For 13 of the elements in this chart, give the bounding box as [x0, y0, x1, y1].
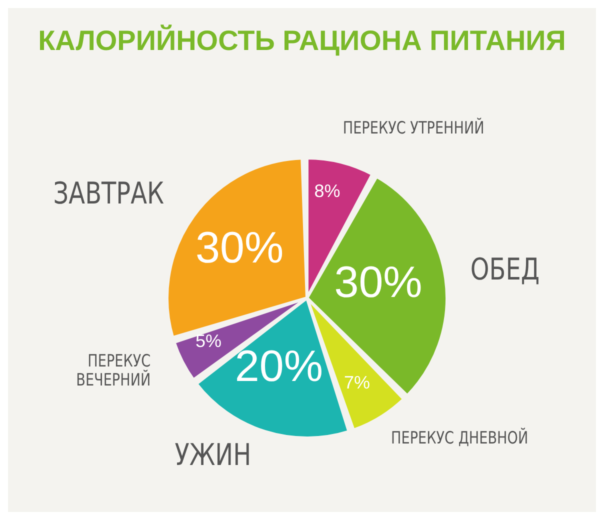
slice-label: УЖИН: [174, 438, 252, 472]
data-label: 30%: [334, 258, 422, 307]
chart-title: КАЛОРИЙНОСТЬ РАЦИОНА ПИТАНИЯ: [38, 24, 566, 56]
slice-label: ПЕРЕКУС ВЕЧЕРНИЙ: [76, 351, 151, 390]
data-label: 5%: [196, 330, 222, 351]
slice-label: ПЕРЕКУС УТРЕННИЙ: [342, 116, 484, 138]
slice-label: ОБЕД: [470, 252, 540, 287]
slice-label: ПЕРЕКУС ДНЕВНОЙ: [391, 426, 528, 448]
slice-label: ЗАВТРАК: [53, 176, 164, 211]
data-label: 7%: [344, 372, 370, 392]
data-label: 30%: [196, 223, 284, 272]
data-label: 20%: [234, 342, 324, 391]
data-label: 8%: [314, 181, 340, 202]
